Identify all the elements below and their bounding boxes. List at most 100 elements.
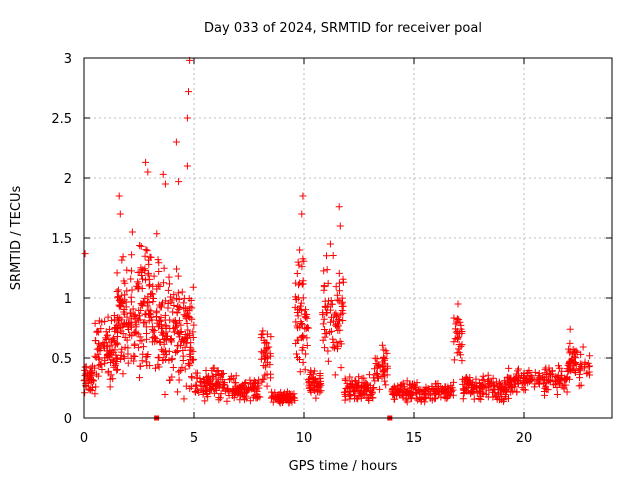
data-point xyxy=(336,337,344,345)
data-point xyxy=(215,396,223,404)
data-point xyxy=(324,279,332,287)
data-point xyxy=(182,305,190,313)
data-point xyxy=(193,374,201,382)
data-point xyxy=(120,308,128,316)
data-point xyxy=(236,396,244,404)
data-point xyxy=(306,384,314,392)
data-point xyxy=(101,357,109,365)
data-point xyxy=(496,381,504,389)
data-point xyxy=(319,336,327,344)
data-point xyxy=(120,354,128,362)
data-point xyxy=(294,312,302,320)
data-point xyxy=(293,350,301,358)
data-point xyxy=(416,394,424,402)
data-point xyxy=(541,384,549,392)
data-point xyxy=(376,385,384,393)
data-points xyxy=(80,56,594,421)
data-point xyxy=(227,372,235,380)
data-point xyxy=(92,383,100,391)
data-point xyxy=(160,264,168,272)
data-point xyxy=(425,385,433,393)
data-point xyxy=(202,387,210,395)
data-point xyxy=(104,352,112,360)
data-point xyxy=(301,366,309,374)
y-tick-label: 0 xyxy=(64,412,72,427)
data-point xyxy=(400,383,408,391)
data-point xyxy=(188,315,196,323)
x-axis-ticks: 0 5 10 15 20 xyxy=(80,58,532,446)
data-point xyxy=(217,370,225,378)
data-point xyxy=(164,300,172,308)
data-point xyxy=(478,376,486,384)
data-point xyxy=(114,293,122,301)
data-point xyxy=(435,391,443,399)
data-point xyxy=(528,373,536,381)
data-point xyxy=(131,353,139,361)
data-point xyxy=(180,294,188,302)
data-point xyxy=(117,298,125,306)
data-point xyxy=(81,250,89,258)
data-point xyxy=(295,281,303,289)
data-point xyxy=(355,373,363,381)
data-point xyxy=(324,302,332,310)
data-point xyxy=(451,325,459,333)
data-point xyxy=(82,380,90,388)
data-point xyxy=(138,285,146,293)
data-point xyxy=(304,376,312,384)
data-point xyxy=(165,273,173,281)
data-point xyxy=(164,286,172,294)
y-tick-label: 3 xyxy=(64,52,72,67)
data-point xyxy=(374,374,382,382)
data-point xyxy=(303,342,311,350)
data-point xyxy=(263,330,271,338)
data-point xyxy=(542,364,550,372)
data-point xyxy=(351,386,359,394)
data-point xyxy=(162,321,170,329)
data-point xyxy=(128,267,136,275)
data-point xyxy=(544,373,552,381)
data-point xyxy=(269,398,277,406)
data-point xyxy=(294,354,302,362)
data-point xyxy=(160,335,168,343)
data-point xyxy=(168,355,176,363)
data-point xyxy=(185,88,192,96)
data-point xyxy=(506,377,514,385)
data-point xyxy=(577,350,585,358)
data-point xyxy=(116,210,124,218)
data-point xyxy=(158,346,166,354)
data-point xyxy=(361,384,369,392)
data-point xyxy=(499,397,507,405)
data-point xyxy=(399,391,407,399)
data-point xyxy=(489,374,497,382)
data-point xyxy=(521,386,529,394)
data-point xyxy=(144,168,152,176)
data-point xyxy=(292,339,300,347)
data-point xyxy=(294,258,302,266)
data-point xyxy=(439,387,447,395)
data-point xyxy=(152,313,160,321)
data-point xyxy=(546,378,554,386)
data-point xyxy=(431,390,439,398)
data-point xyxy=(346,373,354,381)
data-point xyxy=(252,393,260,401)
data-point xyxy=(124,350,132,358)
data-point xyxy=(459,395,467,403)
data-point xyxy=(566,325,574,333)
data-point xyxy=(109,375,117,383)
data-point xyxy=(176,342,184,350)
y-tick-label: 1 xyxy=(64,292,72,307)
data-point xyxy=(335,203,343,211)
data-point xyxy=(526,378,534,386)
data-point xyxy=(497,383,505,391)
data-point xyxy=(540,379,548,387)
data-point xyxy=(186,350,194,358)
data-point xyxy=(369,394,377,402)
data-point xyxy=(88,362,96,370)
data-point xyxy=(262,348,270,356)
data-point xyxy=(142,246,150,254)
data-point xyxy=(161,180,169,188)
data-point xyxy=(187,383,195,391)
data-point xyxy=(341,376,349,384)
data-point xyxy=(322,309,330,317)
data-point xyxy=(290,390,298,398)
